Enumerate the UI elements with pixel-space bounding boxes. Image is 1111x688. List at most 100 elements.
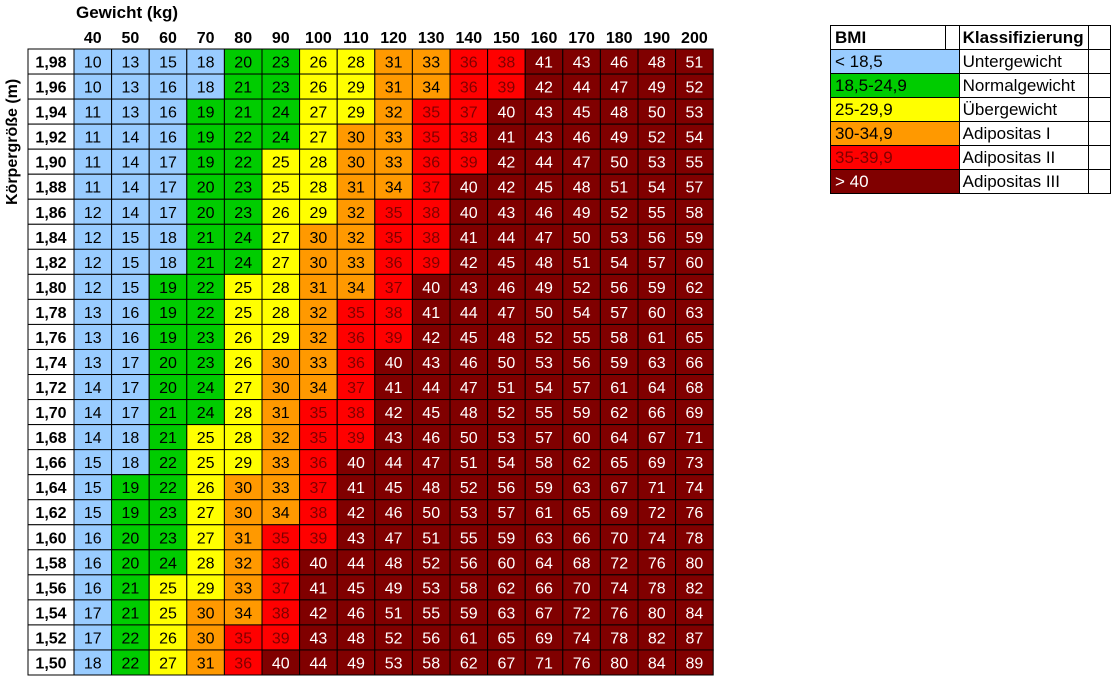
cell-value: 37 bbox=[310, 480, 328, 497]
cell-value: 13 bbox=[84, 355, 102, 372]
cell-value: 33 bbox=[422, 55, 440, 72]
heatmap-cell bbox=[261, 474, 301, 501]
legend-label: Adipositas II bbox=[958, 145, 1089, 170]
cell-value: 30 bbox=[310, 255, 328, 272]
cell-value: 74 bbox=[648, 530, 666, 547]
cell-value: 56 bbox=[498, 480, 516, 497]
row-header-cell bbox=[27, 98, 75, 125]
heatmap-cell bbox=[148, 248, 188, 275]
cell-value: 56 bbox=[610, 280, 628, 297]
heatmap-cell bbox=[299, 223, 338, 250]
cell-value: 32 bbox=[310, 305, 328, 322]
heatmap-cell bbox=[675, 348, 714, 376]
cell-value: 50 bbox=[498, 355, 516, 372]
cell-value: 71 bbox=[648, 480, 666, 497]
cell-value: 17 bbox=[159, 205, 177, 222]
heatmap-cell bbox=[111, 123, 150, 150]
cell-value: 49 bbox=[648, 80, 666, 97]
cell-value: 15 bbox=[84, 455, 102, 472]
cell-value: 14 bbox=[84, 405, 102, 422]
row-header-label: 1,68 bbox=[35, 430, 66, 447]
cell-value: 37 bbox=[347, 380, 365, 397]
heatmap-cell bbox=[148, 474, 188, 501]
heatmap-cell bbox=[299, 123, 338, 150]
heatmap-cell bbox=[111, 223, 150, 250]
cell-value: 40 bbox=[272, 655, 290, 672]
heatmap-cell bbox=[374, 323, 413, 350]
cell-value: 11 bbox=[84, 105, 101, 122]
heatmap-cell bbox=[675, 399, 714, 426]
heatmap-cell bbox=[411, 123, 451, 150]
cell-value: 46 bbox=[385, 505, 403, 522]
cell-value: 64 bbox=[648, 380, 666, 397]
cell-value: 21 bbox=[234, 105, 252, 122]
heatmap-cell bbox=[186, 624, 225, 651]
heatmap-cell bbox=[261, 574, 301, 601]
heatmap-cell bbox=[675, 449, 714, 476]
cell-value: 37 bbox=[422, 180, 440, 197]
row-header-label: 1,72 bbox=[35, 380, 66, 397]
heatmap-cell bbox=[562, 649, 601, 676]
cell-value: 78 bbox=[648, 580, 666, 597]
cell-value: 62 bbox=[498, 580, 516, 597]
legend-table: BMI Klassifizierung < 18,5 Untergewicht 18… bbox=[829, 25, 1111, 194]
heatmap-cell bbox=[449, 173, 489, 200]
cell-value: 49 bbox=[610, 130, 628, 147]
cell-value: 17 bbox=[159, 180, 177, 197]
cell-value: 30 bbox=[197, 630, 215, 647]
cell-value: 24 bbox=[197, 405, 215, 422]
cell-value: 36 bbox=[460, 55, 478, 72]
cell-value: 89 bbox=[686, 655, 704, 672]
cell-value: 12 bbox=[84, 255, 102, 272]
cell-value: 38 bbox=[498, 55, 516, 72]
heatmap-cell bbox=[675, 248, 714, 275]
cell-value: 67 bbox=[498, 655, 516, 672]
cell-value: 47 bbox=[610, 80, 628, 97]
col-header-120: 120 bbox=[380, 30, 407, 47]
heatmap-cell bbox=[299, 248, 338, 275]
cell-value: 80 bbox=[648, 605, 666, 622]
cell-value: 73 bbox=[686, 455, 704, 472]
heatmap-cell bbox=[336, 198, 376, 225]
col-header-160: 160 bbox=[531, 30, 558, 47]
heatmap-cell bbox=[637, 248, 677, 275]
legend-swatch-extension bbox=[945, 49, 960, 74]
cell-value: 71 bbox=[535, 655, 553, 672]
heatmap-cell bbox=[562, 374, 601, 401]
cell-value: 36 bbox=[347, 330, 365, 347]
cell-value: 43 bbox=[422, 355, 440, 372]
cell-value: 40 bbox=[498, 105, 516, 122]
heatmap-cell bbox=[336, 499, 376, 526]
heatmap-cell bbox=[411, 48, 451, 75]
cell-value: 32 bbox=[234, 555, 252, 572]
row-header-cell bbox=[27, 449, 75, 476]
cell-value: 43 bbox=[347, 530, 365, 547]
legend-swatch-extension bbox=[945, 169, 960, 194]
y-axis-title: Körpergröße (m) bbox=[4, 79, 21, 205]
row-header-label: 1,52 bbox=[35, 630, 66, 647]
cell-value: 22 bbox=[122, 630, 140, 647]
heatmap-cell bbox=[675, 549, 714, 576]
cell-value: 30 bbox=[347, 130, 365, 147]
row-header-label: 1,74 bbox=[35, 355, 66, 372]
heatmap-cell bbox=[524, 323, 564, 350]
heatmap-cell bbox=[524, 248, 564, 275]
cell-value: 68 bbox=[573, 555, 591, 572]
legend-row: 30-34,9 Adipositas I bbox=[829, 121, 1111, 146]
cell-value: 63 bbox=[573, 480, 591, 497]
cell-value: 29 bbox=[347, 105, 365, 122]
cell-value: 28 bbox=[197, 555, 215, 572]
cell-value: 13 bbox=[122, 105, 140, 122]
heatmap-cell bbox=[261, 173, 301, 200]
heatmap-cell bbox=[223, 73, 263, 100]
cell-value: 16 bbox=[122, 305, 140, 322]
heatmap-cell bbox=[261, 323, 301, 350]
heatmap-cell bbox=[261, 649, 301, 676]
cell-value: 69 bbox=[610, 505, 628, 522]
cell-value: 40 bbox=[310, 555, 328, 572]
heatmap-cell bbox=[336, 98, 376, 125]
cell-value: 41 bbox=[498, 130, 516, 147]
cell-value: 64 bbox=[535, 555, 553, 572]
cell-value: 19 bbox=[122, 480, 140, 497]
heatmap-cell bbox=[487, 223, 526, 250]
